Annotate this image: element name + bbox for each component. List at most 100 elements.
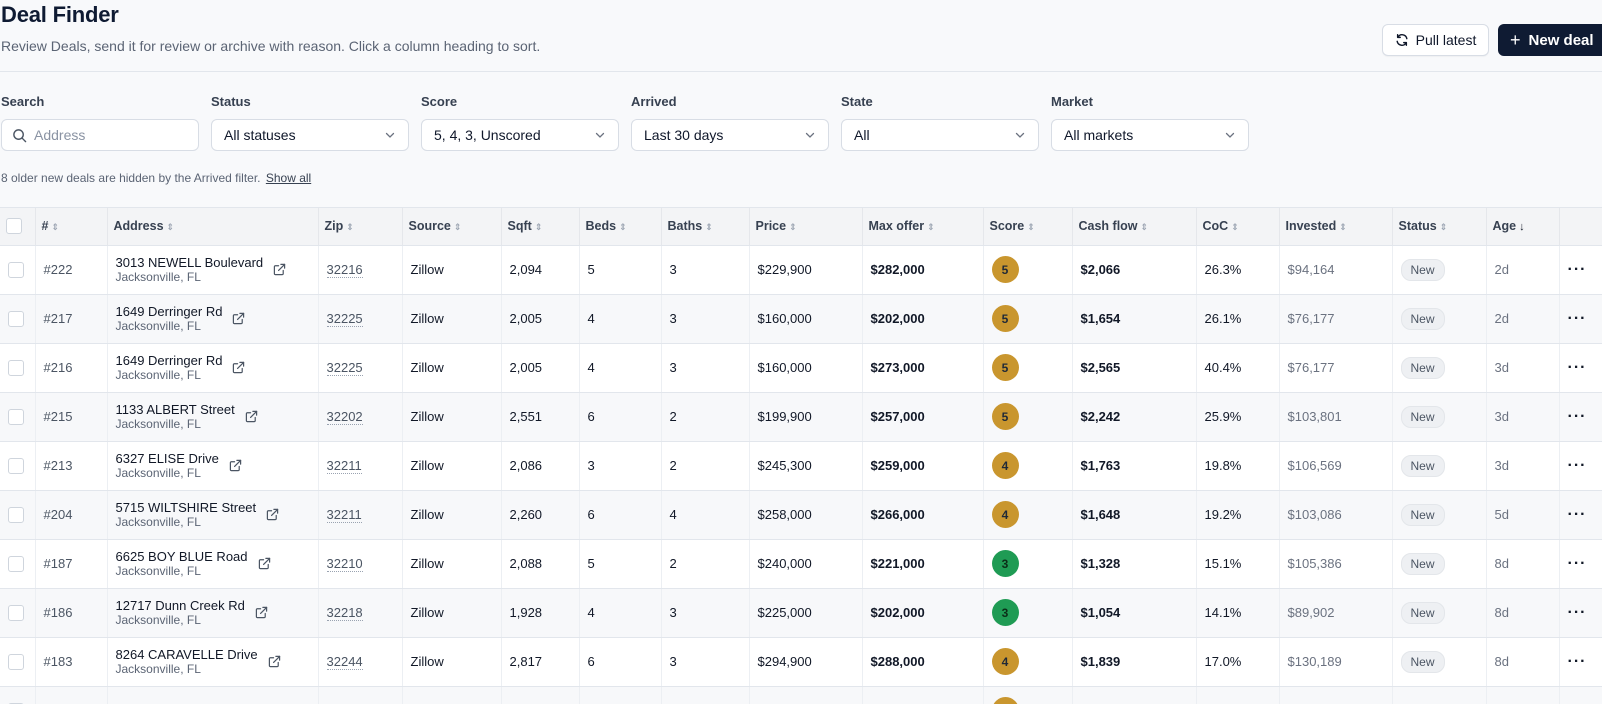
more-actions-icon[interactable]: ··· [1567,603,1587,621]
row-actions-cell[interactable]: ··· [1559,588,1602,638]
header-cash-flow[interactable]: Cash flow ⇕ [1072,208,1197,246]
state-select[interactable]: All [841,119,1039,151]
row-actions-cell[interactable] [1559,686,1602,704]
header-max-offer[interactable]: Max offer ⇕ [862,208,984,246]
table-row[interactable]: #213 6327 ELISE Drive Jacksonville, FL 3221… [0,441,1602,491]
row-checkbox[interactable] [8,359,24,376]
zip-cell[interactable]: 32211 [318,490,403,540]
zip-code[interactable]: 32216 [326,262,363,278]
more-actions-icon[interactable]: ··· [1567,554,1587,572]
row-actions-cell[interactable]: ··· [1559,637,1602,687]
zip-code[interactable]: 32202 [326,409,363,425]
zip-code[interactable]: 32225 [326,311,363,327]
header-status[interactable]: Status ⇕ [1392,208,1487,246]
external-link-icon[interactable] [273,263,286,276]
header-source[interactable]: Source ⇕ [402,208,502,246]
header-baths[interactable]: Baths ⇕ [661,208,750,246]
row-select-cell[interactable] [0,294,36,344]
zip-cell[interactable]: 32202 [318,392,403,442]
more-actions-icon[interactable]: ··· [1567,309,1587,327]
table-row[interactable]: #216 1649 Derringer Rd Jacksonville, FL 322… [0,343,1602,393]
row-checkbox[interactable] [8,702,24,704]
row-actions-cell[interactable]: ··· [1559,392,1602,442]
search-input[interactable] [34,127,184,143]
row-actions-cell[interactable]: ··· [1559,441,1602,491]
select-all-checkbox[interactable] [6,218,22,235]
external-link-icon[interactable] [229,459,242,472]
row-checkbox[interactable] [8,604,24,621]
zip-cell[interactable]: 32244 [318,637,403,687]
market-select[interactable]: All markets [1051,119,1249,151]
more-actions-icon[interactable]: ··· [1567,358,1587,376]
more-actions-icon[interactable]: ··· [1567,407,1587,425]
row-select-cell[interactable] [0,686,36,704]
header-beds[interactable]: Beds ⇕ [579,208,662,246]
header-age[interactable]: Age ↓ [1486,208,1560,246]
zip-cell[interactable]: 32216 [318,245,403,295]
more-actions-icon[interactable]: ··· [1567,260,1587,278]
header-price[interactable]: Price ⇕ [749,208,863,246]
external-link-icon[interactable] [232,361,245,374]
table-row[interactable]: #215 1133 ALBERT Street Jacksonville, FL 32… [0,392,1602,442]
table-row[interactable]: #204 5715 WILTSHIRE Street Jacksonville, F… [0,490,1602,540]
header-id[interactable]: # ⇕ [35,208,108,246]
header-select-all[interactable] [0,208,36,246]
arrived-select[interactable]: Last 30 days [631,119,829,151]
zip-code[interactable]: 32211 [326,458,362,474]
zip-code[interactable]: 32225 [326,360,363,376]
zip-cell[interactable] [318,686,403,704]
row-select-cell[interactable] [0,441,36,491]
row-checkbox[interactable] [8,457,24,474]
table-row[interactable]: 7999 CECIL Street 5 [0,686,1602,704]
row-select-cell[interactable] [0,588,36,638]
table-row[interactable]: #217 1649 Derringer Rd Jacksonville, FL 322… [0,294,1602,344]
zip-cell[interactable]: 32218 [318,588,403,638]
external-link-icon[interactable] [266,508,279,521]
row-actions-cell[interactable]: ··· [1559,343,1602,393]
zip-code[interactable]: 32244 [326,654,363,670]
row-actions-cell[interactable]: ··· [1559,490,1602,540]
row-select-cell[interactable] [0,245,36,295]
header-address[interactable]: Address ⇕ [107,208,319,246]
row-checkbox[interactable] [8,555,24,572]
row-checkbox[interactable] [8,261,24,278]
row-select-cell[interactable] [0,343,36,393]
zip-code[interactable]: 32211 [326,507,362,523]
new-deal-button[interactable]: + New deal [1498,24,1602,56]
row-actions-cell[interactable]: ··· [1559,539,1602,589]
zip-cell[interactable]: 32210 [318,539,403,589]
row-checkbox[interactable] [8,506,24,523]
zip-cell[interactable]: 32211 [318,441,403,491]
row-checkbox[interactable] [8,310,24,327]
external-link-icon[interactable] [268,655,281,668]
zip-code[interactable]: 32218 [326,605,363,621]
row-checkbox[interactable] [8,653,24,670]
external-link-icon[interactable] [232,312,245,325]
row-actions-cell[interactable]: ··· [1559,245,1602,295]
header-invested[interactable]: Invested ⇕ [1279,208,1393,246]
zip-cell[interactable]: 32225 [318,294,403,344]
table-row[interactable]: #186 12717 Dunn Creek Rd Jacksonville, FL 3… [0,588,1602,638]
more-actions-icon[interactable]: ··· [1567,652,1587,670]
row-select-cell[interactable] [0,490,36,540]
row-actions-cell[interactable]: ··· [1559,294,1602,344]
score-select[interactable]: 5, 4, 3, Unscored [421,119,619,151]
zip-cell[interactable]: 32225 [318,343,403,393]
header-zip[interactable]: Zip ⇕ [318,208,403,246]
more-actions-icon[interactable]: ··· [1567,456,1587,474]
row-select-cell[interactable] [0,637,36,687]
row-checkbox[interactable] [8,408,24,425]
status-select[interactable]: All statuses [211,119,409,151]
header-score[interactable]: Score ⇕ [983,208,1073,246]
show-all-link[interactable]: Show all [265,171,312,185]
external-link-icon[interactable] [245,410,258,423]
row-select-cell[interactable] [0,392,36,442]
table-row[interactable]: #222 3013 NEWELL Boulevard Jacksonville, F… [0,245,1602,295]
header-sqft[interactable]: Sqft ⇕ [501,208,580,246]
zip-code[interactable]: 32210 [326,556,363,572]
table-row[interactable]: #183 8264 CARAVELLE Drive Jacksonville, FL… [0,637,1602,687]
search-box[interactable] [1,119,199,151]
row-select-cell[interactable] [0,539,36,589]
header-coc[interactable]: CoC ⇕ [1196,208,1280,246]
external-link-icon[interactable] [255,606,268,619]
